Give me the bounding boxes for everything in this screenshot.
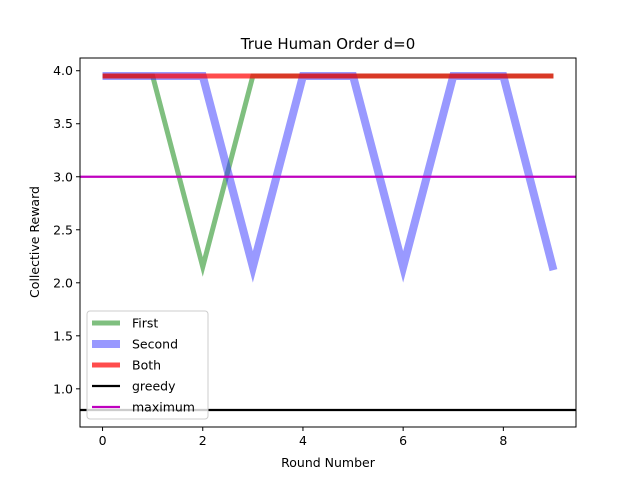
series-line-first [102, 73, 554, 277]
x-tick-label: 2 [199, 433, 207, 448]
x-tick-label: 6 [399, 433, 407, 448]
legend-label-both: Both [132, 358, 161, 373]
series-line-second [102, 72, 558, 283]
x-axis-label: Round Number [281, 455, 376, 470]
legend-label-maximum: maximum [132, 400, 195, 415]
x-tick-label: 4 [299, 433, 307, 448]
y-tick-label: 1.0 [53, 381, 73, 396]
axes: 0 2 4 6 8 1.0 1.5 2.0 2.5 3.0 3.5 4.0 [53, 57, 577, 448]
legend-label-second: Second [132, 337, 178, 352]
y-tick-label: 4.0 [53, 63, 73, 78]
x-tick-label: 0 [99, 433, 107, 448]
y-tick-label: 2.0 [53, 275, 73, 290]
legend-box [86, 310, 209, 420]
axes-frame [79, 57, 577, 428]
y-tick-label: 3.0 [53, 169, 73, 184]
y-tick-label: 1.5 [53, 328, 73, 343]
legend-label-greedy: greedy [132, 379, 176, 394]
y-tick-label: 2.5 [53, 222, 73, 237]
x-tick-label: 8 [499, 433, 507, 448]
chart-title: True Human Order d=0 [240, 35, 416, 53]
y-axis-label: Collective Reward [27, 186, 42, 298]
legend: First Second Both greedy maximum [86, 310, 209, 420]
y-tick-label: 3.5 [53, 116, 73, 131]
legend-label-first: First [132, 316, 158, 331]
